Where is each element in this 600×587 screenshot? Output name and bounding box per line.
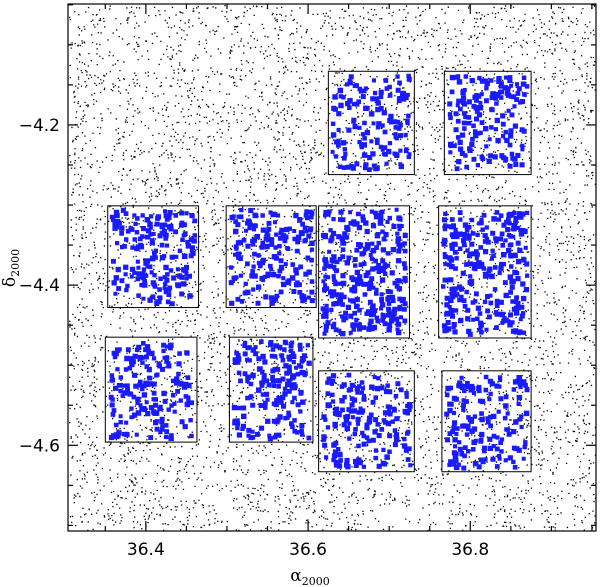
pointing-fields-layer [104, 70, 532, 473]
pointing-field-9 [318, 370, 415, 473]
field-10-sources [444, 374, 530, 471]
x-tick-label: 36.8 [451, 540, 489, 560]
plot-frame [67, 3, 597, 532]
field-4-sources [228, 208, 315, 306]
y-tick-label: −4.4 [19, 276, 60, 296]
field-6-sources [441, 210, 530, 337]
y-tick-label: −4.6 [19, 436, 60, 456]
pointing-field-8 [228, 336, 314, 443]
pointing-field-6 [438, 205, 532, 339]
pointing-field-1 [327, 70, 415, 176]
field-1-sources [330, 73, 412, 172]
field-2-sources [447, 74, 530, 172]
x-axis-label: α2000 [290, 566, 329, 587]
selected-sources-layer [108, 73, 530, 471]
field-8-sources [231, 339, 312, 442]
x-tick-label: 36.4 [127, 540, 165, 560]
pointing-field-7 [104, 336, 198, 443]
field-9-sources [321, 372, 413, 470]
field-5-sources [320, 207, 408, 337]
field-3-sources [109, 207, 198, 307]
x-tick-label: 36.6 [289, 540, 327, 560]
y-tick-label: −4.2 [19, 116, 60, 136]
y-axis-label: δ2000 [0, 249, 22, 287]
pointing-field-5 [318, 205, 410, 339]
pointing-field-3 [107, 205, 200, 309]
field-7-sources [108, 341, 194, 442]
pointing-field-2 [443, 70, 532, 176]
pointing-field-4 [225, 205, 317, 309]
pointing-field-10 [441, 370, 532, 473]
axis-ticks [68, 4, 596, 531]
tick-labels: 36.4 36.6 36.8 −4.2 −4.4 −4.6 [19, 116, 489, 560]
